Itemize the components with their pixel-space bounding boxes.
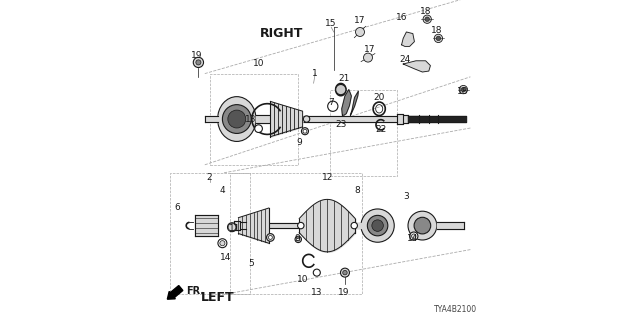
Text: 16: 16 (396, 13, 407, 22)
Text: 12: 12 (323, 173, 333, 182)
Circle shape (297, 238, 300, 241)
Circle shape (228, 223, 236, 231)
Circle shape (266, 234, 274, 241)
Text: 9: 9 (296, 138, 302, 147)
Circle shape (356, 28, 365, 36)
Text: 23: 23 (335, 120, 346, 129)
Circle shape (372, 220, 383, 231)
Polygon shape (403, 61, 430, 72)
Circle shape (220, 241, 225, 246)
Circle shape (298, 222, 304, 229)
Polygon shape (402, 32, 415, 46)
Circle shape (328, 101, 338, 111)
Text: FR.: FR. (186, 285, 204, 296)
Text: 22: 22 (375, 125, 387, 134)
Text: 11: 11 (230, 224, 241, 233)
Circle shape (460, 85, 468, 94)
Circle shape (303, 116, 310, 122)
Polygon shape (351, 91, 358, 115)
Text: 17: 17 (355, 16, 365, 25)
Text: RIGHT: RIGHT (260, 27, 303, 40)
Text: 14: 14 (407, 234, 419, 243)
Circle shape (295, 236, 301, 243)
Circle shape (461, 87, 466, 92)
Circle shape (228, 110, 246, 128)
Text: 14: 14 (220, 253, 231, 262)
Polygon shape (342, 90, 351, 115)
Circle shape (218, 239, 227, 248)
Text: 21: 21 (339, 74, 349, 83)
Text: TYA4B2100: TYA4B2100 (434, 305, 477, 314)
Circle shape (408, 211, 436, 240)
Text: 13: 13 (311, 288, 323, 297)
Circle shape (367, 215, 388, 236)
Text: 20: 20 (374, 93, 385, 102)
Ellipse shape (218, 97, 256, 141)
Circle shape (412, 234, 416, 238)
Circle shape (351, 222, 357, 229)
Circle shape (410, 232, 418, 240)
Circle shape (434, 34, 443, 43)
Circle shape (425, 17, 429, 21)
Circle shape (314, 269, 321, 276)
Circle shape (255, 125, 262, 132)
Text: 17: 17 (364, 45, 375, 54)
Circle shape (361, 209, 394, 242)
Text: 5: 5 (248, 260, 254, 268)
Text: 13: 13 (246, 116, 257, 124)
Text: 18: 18 (431, 26, 442, 35)
Text: 3: 3 (404, 192, 409, 201)
Text: 10: 10 (253, 60, 265, 68)
Circle shape (343, 270, 347, 275)
Text: 7: 7 (328, 98, 334, 107)
Circle shape (269, 236, 273, 239)
Circle shape (301, 128, 308, 135)
Circle shape (223, 105, 252, 133)
Circle shape (196, 60, 201, 65)
Text: LEFT: LEFT (201, 291, 234, 304)
Circle shape (414, 217, 431, 234)
Text: 10: 10 (297, 276, 308, 284)
Circle shape (340, 268, 349, 277)
Text: 15: 15 (326, 20, 337, 28)
Circle shape (335, 84, 346, 95)
Circle shape (303, 129, 307, 133)
Text: 19: 19 (191, 52, 202, 60)
Text: 4: 4 (220, 186, 225, 195)
Text: 6: 6 (175, 204, 180, 212)
Text: 18: 18 (420, 7, 431, 16)
Circle shape (436, 36, 440, 41)
Circle shape (193, 57, 204, 68)
FancyArrow shape (168, 285, 183, 299)
Text: 9: 9 (295, 234, 300, 243)
Text: 8: 8 (354, 186, 360, 195)
Circle shape (423, 15, 431, 23)
Text: 1: 1 (312, 69, 318, 78)
Text: 18: 18 (457, 87, 468, 96)
Circle shape (364, 53, 372, 62)
Text: 24: 24 (399, 55, 410, 64)
Text: 19: 19 (339, 288, 349, 297)
Text: 2: 2 (207, 173, 212, 182)
